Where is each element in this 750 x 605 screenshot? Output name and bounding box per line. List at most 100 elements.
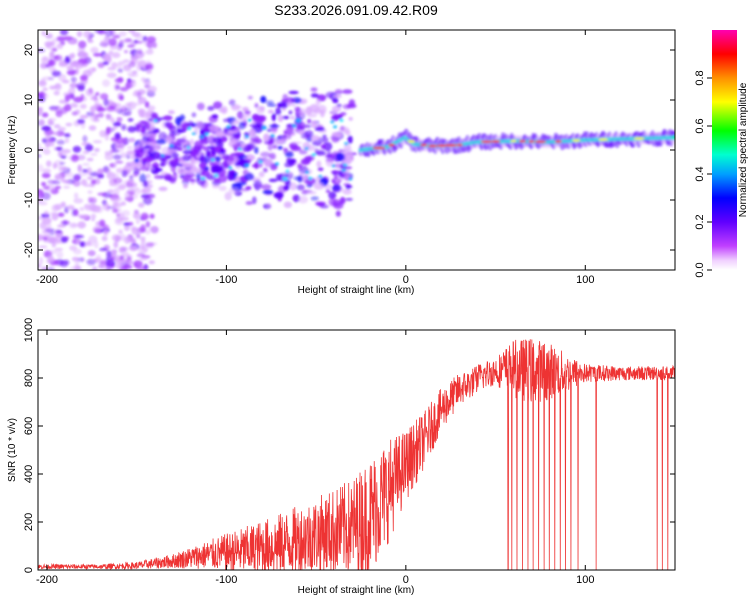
snr-x-ticks: -200 -100 0 100 <box>36 330 594 586</box>
heatmap-cell <box>238 154 248 159</box>
heatmap-cell <box>137 108 146 115</box>
heatmap-cell <box>143 148 150 152</box>
heatmap-cell <box>115 102 122 108</box>
heatmap-cell <box>55 146 63 151</box>
heatmap-cell <box>41 216 52 225</box>
heatmap-cell <box>109 162 117 169</box>
heatmap-cell <box>196 121 205 130</box>
heatmap-cell <box>77 257 85 263</box>
heatmap-cell <box>315 201 326 206</box>
heatmap-cell <box>38 263 42 269</box>
heatmap-cell <box>228 187 240 194</box>
heatmap-cell <box>199 155 205 163</box>
heatmap-cell <box>132 212 141 220</box>
heatmap-cell <box>99 219 106 227</box>
heatmap-cell <box>187 127 192 131</box>
heatmap-cell <box>91 105 99 111</box>
heatmap-cell <box>201 177 206 181</box>
heatmap-cell <box>314 127 324 131</box>
heatmap-cell <box>309 103 320 113</box>
heatmap-cell <box>58 127 67 131</box>
heatmap-cell <box>146 193 156 199</box>
heatmap-cell <box>319 109 327 114</box>
heatmap-cell <box>598 138 609 141</box>
heatmap-cell <box>66 66 74 71</box>
heatmap-cell <box>82 168 89 173</box>
heatmap-cell <box>183 184 188 189</box>
heatmap-cell <box>254 118 265 124</box>
heatmap-cell <box>106 72 117 79</box>
heatmap-cell <box>107 172 112 177</box>
heatmap-cell <box>330 120 335 124</box>
heatmap-cell <box>60 201 66 208</box>
heatmap-cell <box>83 203 91 210</box>
heatmap-cell <box>111 249 118 254</box>
heatmap-cell <box>282 147 289 152</box>
heatmap-cell <box>231 105 243 109</box>
heatmap-cell <box>48 45 57 51</box>
heatmap-cell <box>140 120 148 125</box>
heatmap-cell <box>210 158 215 162</box>
heatmap-cell <box>274 162 279 166</box>
heatmap-cell <box>42 87 48 92</box>
heatmap-cell <box>280 136 287 144</box>
heatmap-cell <box>301 175 310 181</box>
heatmap-cell <box>333 125 338 129</box>
heatmap-cell <box>333 114 342 118</box>
x-tick-label: 100 <box>576 574 594 586</box>
heatmap-cell <box>78 40 87 49</box>
heatmap-cell <box>270 133 275 137</box>
heatmap-cell <box>115 217 122 224</box>
heatmap-cell <box>125 153 131 160</box>
heatmap-cell <box>51 213 59 221</box>
y-tick-label: 600 <box>23 417 35 435</box>
heatmap-cell <box>177 170 188 175</box>
heatmap-cell <box>316 160 322 168</box>
heatmap-cell <box>110 117 115 124</box>
heatmap-cell <box>40 57 49 64</box>
heatmap-cell <box>275 173 282 181</box>
heatmap-cell <box>41 172 51 179</box>
heatmap-cell <box>47 255 55 263</box>
heatmap-cell <box>99 130 107 138</box>
heatmap-cell <box>348 99 356 107</box>
y-tick-label: 400 <box>23 465 35 483</box>
heatmap-cell <box>284 173 290 178</box>
heatmap-cell <box>254 103 259 109</box>
heatmap-cell <box>226 131 234 139</box>
heatmap-cell <box>81 214 89 219</box>
heatmap-cell <box>326 149 332 159</box>
heatmap-cell <box>290 145 302 152</box>
heatmap-cell <box>145 64 153 69</box>
y-tick-label: 10 <box>23 94 35 106</box>
heatmap-cell <box>331 164 336 168</box>
heatmap-cell <box>275 107 282 116</box>
heatmap-cell <box>84 143 94 152</box>
heatmap-cell <box>152 42 157 49</box>
heatmap-cell <box>325 189 331 194</box>
heatmap-cell <box>145 242 155 247</box>
heatmap-cell <box>332 94 342 98</box>
heatmap-cell <box>55 130 65 137</box>
heatmap-cell <box>285 126 295 132</box>
heatmap-cell <box>135 123 143 129</box>
heatmap-cell <box>254 162 259 170</box>
heatmap-cell <box>42 236 48 241</box>
heatmap-cell <box>244 173 255 181</box>
heatmap-cell <box>388 143 395 147</box>
heatmap-cell <box>113 187 120 196</box>
heatmap-cell <box>97 62 105 69</box>
heatmap-cell <box>345 184 353 189</box>
heatmap-cell <box>69 54 75 59</box>
chart-title: S233.2026.091.09.42.R09 <box>274 2 438 18</box>
heatmap-cell <box>345 154 355 163</box>
heatmap-cell <box>456 143 463 147</box>
heatmap-cell <box>200 135 205 139</box>
heatmap-cell <box>137 60 147 68</box>
heatmap-cell <box>211 114 219 119</box>
heatmap-cell <box>53 90 60 96</box>
heatmap-cell <box>206 145 215 150</box>
heatmap-cell <box>308 154 315 161</box>
heatmap-cell <box>94 228 102 234</box>
heatmap-cell <box>125 102 133 107</box>
